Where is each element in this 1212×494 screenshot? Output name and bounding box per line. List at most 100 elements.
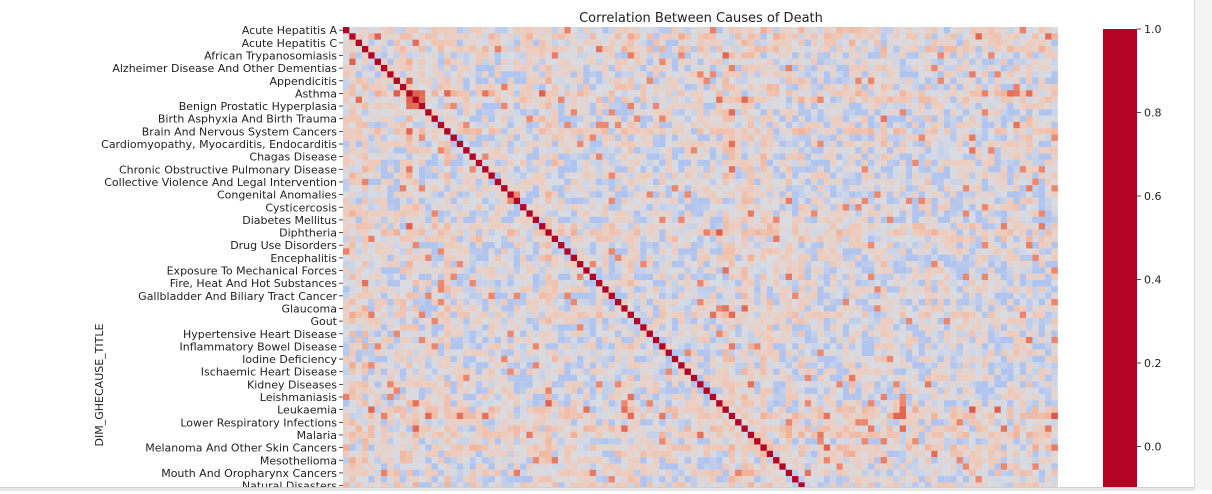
heatmap-cell xyxy=(501,64,508,72)
heatmap-cell xyxy=(621,45,628,53)
heatmap-cell xyxy=(741,33,748,40)
heatmap-cell xyxy=(475,52,483,59)
heatmap-cell xyxy=(1007,39,1014,47)
heatmap-cell xyxy=(975,159,982,167)
heatmap-cell xyxy=(577,33,584,40)
heatmap-cell xyxy=(437,90,445,97)
heatmap-cell xyxy=(507,204,514,211)
heatmap-cell xyxy=(589,172,597,179)
heatmap-cell xyxy=(773,128,780,135)
heatmap-cell xyxy=(494,254,502,262)
heatmap-cell xyxy=(520,134,527,142)
heatmap-cell xyxy=(1045,292,1052,300)
heatmap-cell xyxy=(671,166,679,173)
heatmap-cell xyxy=(469,134,476,142)
heatmap-cell xyxy=(867,134,875,142)
heatmap-cell xyxy=(463,216,470,224)
heatmap-cell xyxy=(482,298,489,306)
heatmap-cell xyxy=(665,109,673,116)
heatmap-cell xyxy=(507,52,514,59)
heatmap-cell xyxy=(431,115,439,123)
heatmap-cell xyxy=(577,64,584,72)
heatmap-cell xyxy=(855,109,862,116)
heatmap-cell xyxy=(931,223,938,230)
heatmap-cell xyxy=(728,178,736,186)
heatmap-cell xyxy=(1019,121,1027,129)
heatmap-cell xyxy=(716,58,723,66)
heatmap-cell xyxy=(773,153,780,160)
heatmap-cell xyxy=(380,77,388,85)
heatmap-cell xyxy=(893,178,900,186)
heatmap-cell xyxy=(918,128,926,135)
heatmap-cell xyxy=(343,140,350,148)
heatmap-cell xyxy=(697,140,704,148)
heatmap-cell xyxy=(880,134,888,142)
heatmap-cell xyxy=(482,121,489,129)
heatmap-cell xyxy=(735,254,742,262)
heatmap-cell xyxy=(1026,159,1033,167)
heatmap-cell xyxy=(437,33,445,40)
heatmap-cell xyxy=(867,33,875,40)
heatmap-cell xyxy=(912,204,919,211)
heatmap-cell xyxy=(621,96,628,104)
heatmap-cell xyxy=(520,153,527,160)
heatmap-cell xyxy=(1051,267,1058,274)
heatmap-cell xyxy=(893,140,900,148)
heatmap-cell xyxy=(773,96,780,104)
heatmap-cell xyxy=(475,45,483,53)
heatmap-cell xyxy=(608,159,616,167)
heatmap-cell xyxy=(811,159,818,167)
heatmap-cell xyxy=(690,153,698,160)
heatmap-cell xyxy=(633,273,641,281)
heatmap-cell xyxy=(811,292,818,300)
heatmap-cell xyxy=(1019,134,1027,142)
heatmap-cell xyxy=(880,52,888,59)
heatmap-cell xyxy=(931,267,938,274)
heatmap-cell xyxy=(861,96,869,104)
heatmap-cell xyxy=(437,83,445,91)
heatmap-cell xyxy=(842,267,850,274)
heatmap-cell xyxy=(564,229,571,236)
heatmap-cell xyxy=(482,134,489,142)
heatmap-cell xyxy=(551,254,559,262)
heatmap-cell xyxy=(886,83,894,91)
heatmap-cell xyxy=(418,153,426,160)
heatmap-cell xyxy=(798,229,805,236)
heatmap-cell xyxy=(482,153,489,160)
heatmap-cell xyxy=(374,261,382,268)
heatmap-cell xyxy=(640,102,647,110)
heatmap-cell xyxy=(1013,45,1020,53)
heatmap-cell xyxy=(709,27,717,34)
heatmap-cell xyxy=(437,267,445,274)
heatmap-cell xyxy=(855,159,862,167)
heatmap-cell xyxy=(380,153,388,160)
heatmap-cell xyxy=(570,27,578,34)
heatmap-cell xyxy=(659,210,666,217)
heatmap-cell xyxy=(943,159,951,167)
heatmap-cell xyxy=(659,292,666,300)
heatmap-cell xyxy=(842,52,850,59)
heatmap-cell xyxy=(760,204,767,211)
heatmap-cell xyxy=(950,273,957,281)
heatmap-cell xyxy=(469,286,476,293)
heatmap-cell xyxy=(1007,90,1014,97)
heatmap-cell xyxy=(943,147,951,154)
heatmap-cell xyxy=(842,216,850,224)
heatmap-cell xyxy=(981,109,989,116)
heatmap-cell xyxy=(456,71,464,78)
heatmap-cell xyxy=(1038,191,1046,198)
heatmap-cell xyxy=(570,140,578,148)
heatmap-cell xyxy=(988,121,995,129)
heatmap-cell xyxy=(697,191,704,198)
heatmap-cell xyxy=(627,83,635,91)
heatmap-cell xyxy=(836,292,843,300)
heatmap-cell xyxy=(608,223,616,230)
heatmap-cell xyxy=(393,191,401,198)
heatmap-cell xyxy=(368,71,375,78)
heatmap-cell xyxy=(349,178,356,186)
heatmap-cell xyxy=(823,90,831,97)
heatmap-cell xyxy=(969,185,976,192)
heatmap-cell xyxy=(931,128,938,135)
heatmap-cell xyxy=(475,178,483,186)
heatmap-cell xyxy=(551,134,559,142)
